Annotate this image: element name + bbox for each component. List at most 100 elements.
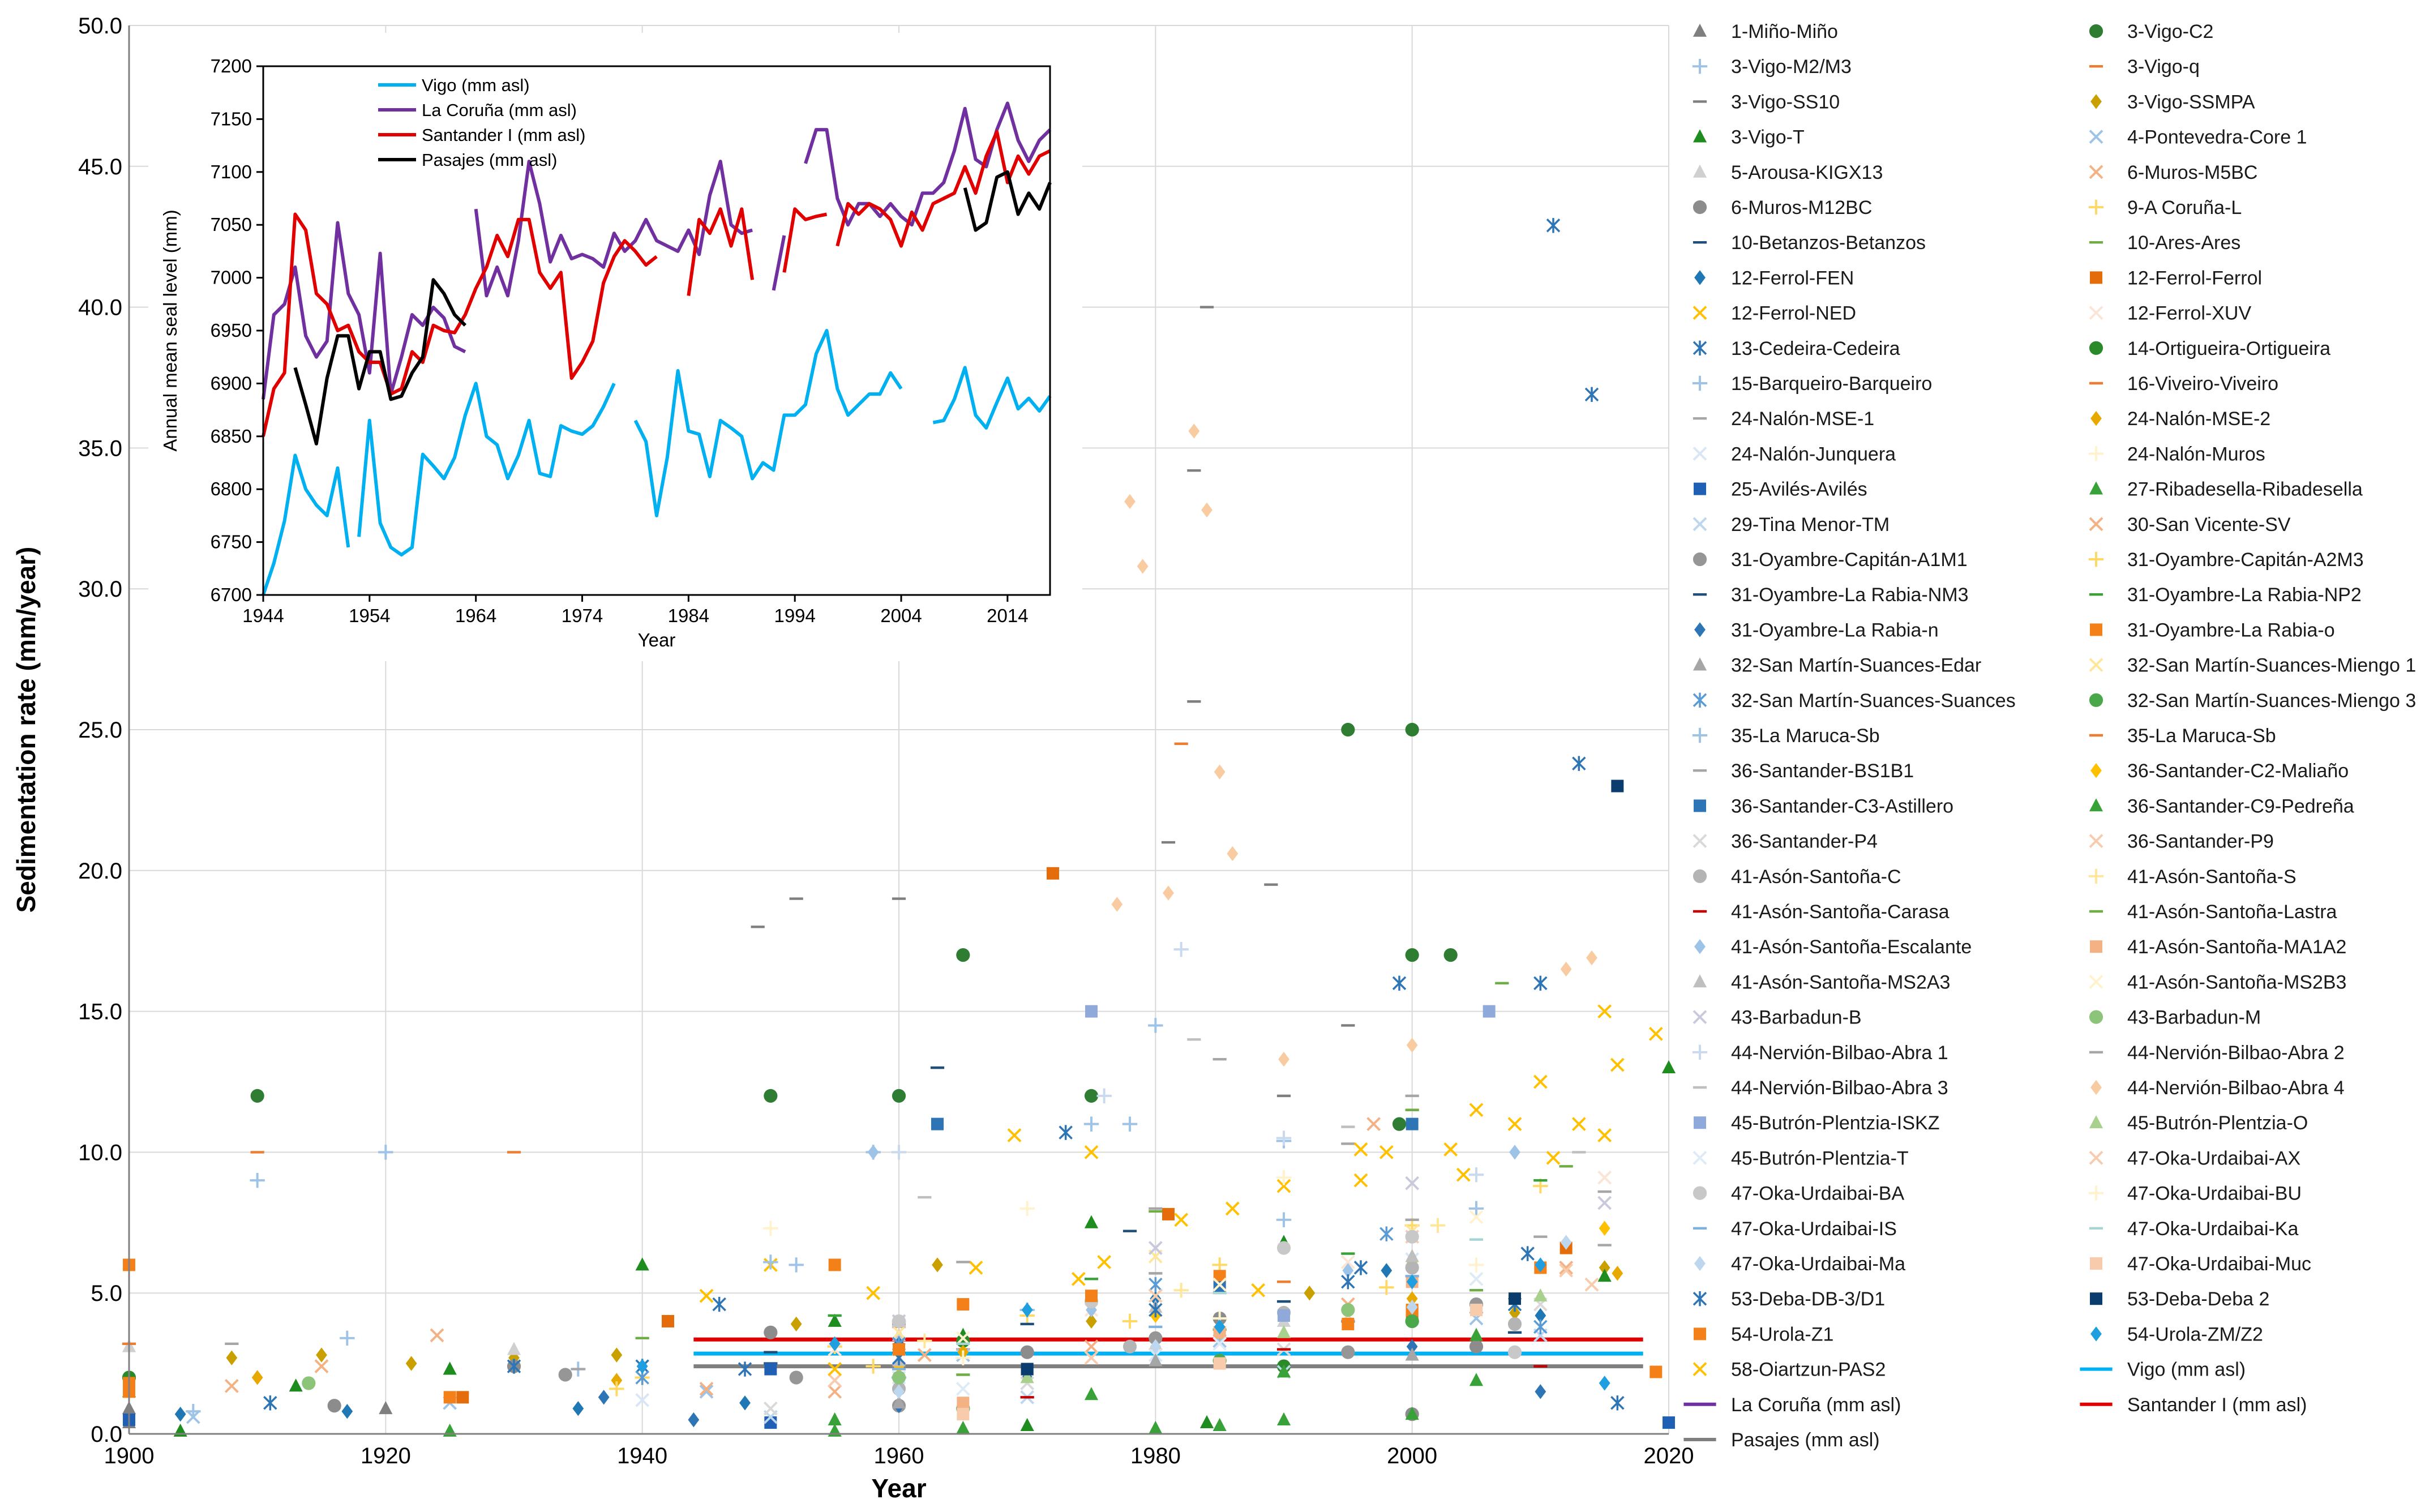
inset-series-pasajes-mm-asl bbox=[293, 170, 1052, 446]
marker-shape bbox=[1213, 1357, 1226, 1370]
data-point bbox=[1468, 1167, 1484, 1183]
data-point bbox=[1097, 1255, 1112, 1269]
marker-shape bbox=[828, 1313, 842, 1327]
marker-shape bbox=[917, 1333, 932, 1348]
legend-item: 44-Nervión-Bilbao-Abra 4 bbox=[2090, 1077, 2345, 1099]
legend-item: 45-Butrón-Plentzia-ISKZ bbox=[1694, 1112, 1940, 1134]
legend-item: 35-La Maruca-Sb bbox=[1692, 725, 1880, 747]
marker-shape bbox=[251, 1370, 263, 1385]
data-point bbox=[892, 1370, 906, 1385]
marker-shape bbox=[1693, 129, 1707, 143]
marker-shape bbox=[1379, 1280, 1394, 1295]
marker-shape bbox=[1507, 1117, 1522, 1132]
marker-shape bbox=[1546, 218, 1561, 233]
data-point bbox=[1648, 1027, 1663, 1041]
series-line-segment bbox=[357, 382, 616, 556]
marker-shape bbox=[2089, 798, 2103, 812]
marker-shape bbox=[2089, 165, 2103, 179]
data-point bbox=[1405, 1176, 1420, 1190]
series-line-segment bbox=[293, 278, 467, 446]
marker-shape bbox=[2088, 551, 2104, 567]
marker-shape bbox=[1693, 164, 1707, 178]
marker-shape bbox=[2089, 481, 2103, 495]
data-point bbox=[1597, 1004, 1612, 1019]
data-point bbox=[1546, 218, 1561, 233]
marker-shape bbox=[1546, 1150, 1561, 1165]
marker-shape bbox=[2090, 94, 2102, 109]
legend-label: La Coruña (mm asl) bbox=[1731, 1394, 1901, 1416]
y-tick-label: 50.0 bbox=[78, 14, 122, 38]
inset-tick-labels: 1944 1954 1964 1974 1984 1994 2004 2014 6700 6750… bbox=[211, 55, 1029, 626]
legend-item: 36-Santander-P4 bbox=[1693, 831, 1878, 853]
marker-shape bbox=[1560, 961, 1572, 977]
marker-shape bbox=[1059, 1125, 1073, 1140]
legend-item: 41-Asón-Santoña-Carasa bbox=[1693, 901, 1950, 923]
data-point bbox=[763, 1220, 778, 1236]
marker-shape bbox=[1599, 1260, 1610, 1275]
data-point bbox=[1124, 494, 1136, 509]
series-53-deba-deba-2 bbox=[1021, 779, 1624, 1376]
data-point bbox=[1227, 846, 1239, 862]
data-point bbox=[1509, 1305, 1520, 1321]
legend-item: 58-Oiartzun-PAS2 bbox=[1693, 1359, 1886, 1381]
marker-shape bbox=[1149, 1277, 1163, 1292]
main-mean-lines bbox=[693, 1337, 1643, 1369]
marker-shape bbox=[1353, 1173, 1368, 1188]
legend-label: 31-Oyambre-La Rabia-NM3 bbox=[1731, 584, 1969, 606]
series-45-butr-n-plentzia-iskz bbox=[1085, 1005, 1496, 1322]
legend-item: 25-Avilés-Avilés bbox=[1694, 479, 1867, 500]
legend-label: 32-San Martín-Suances-Suances bbox=[1731, 690, 2016, 712]
series-44-nervi-n-bilbao-abra-4 bbox=[1111, 423, 1597, 1067]
data-point bbox=[1342, 1263, 1354, 1278]
legend-label: 1-Miño-Miño bbox=[1731, 21, 1838, 42]
marker-shape bbox=[1150, 1291, 1162, 1307]
marker-shape bbox=[1149, 1331, 1163, 1345]
marker-shape bbox=[1469, 1103, 1484, 1117]
marker-shape bbox=[1341, 722, 1355, 737]
marker-shape bbox=[1693, 869, 1707, 883]
data-point bbox=[764, 1363, 777, 1376]
marker-shape bbox=[1276, 1412, 1291, 1426]
marker-shape bbox=[1535, 1384, 1546, 1399]
legend-item: 44-Nervión-Bilbao-Abra 3 bbox=[1693, 1077, 1948, 1099]
data-point bbox=[378, 1145, 393, 1160]
series-44-nervi-n-bilbao-abra-1 bbox=[891, 941, 1484, 1183]
legend-label: 41-Asón-Santoña-MS2B3 bbox=[2127, 971, 2346, 993]
marker-shape bbox=[1084, 1351, 1099, 1365]
data-point bbox=[828, 1313, 842, 1327]
marker-shape bbox=[1086, 1313, 1097, 1329]
legend-marker bbox=[2090, 940, 2102, 953]
legend-label: 24-Nalón-MSE-1 bbox=[1731, 408, 1874, 430]
series-31-oyambre-capit-n-a2m3 bbox=[609, 1280, 1394, 1397]
marker-shape bbox=[957, 1397, 970, 1410]
marker-shape bbox=[1405, 1406, 1419, 1420]
data-point bbox=[699, 1288, 714, 1303]
marker-shape bbox=[829, 1336, 841, 1351]
legend-marker bbox=[1693, 869, 1707, 883]
data-point bbox=[1392, 975, 1407, 991]
data-point bbox=[1405, 1347, 1419, 1361]
legend-marker bbox=[1694, 622, 1706, 637]
x-tick-label: 1920 bbox=[361, 1444, 411, 1468]
data-point bbox=[789, 1370, 803, 1385]
marker-shape bbox=[1559, 1263, 1574, 1278]
marker-shape bbox=[1693, 552, 1707, 567]
legend-label: 4-Pontevedra-Core 1 bbox=[2127, 127, 2307, 148]
marker-shape bbox=[1213, 1281, 1226, 1294]
marker-shape bbox=[789, 1370, 803, 1385]
inset-series-vigo-mm-asl bbox=[262, 329, 1052, 596]
marker-shape bbox=[712, 1296, 726, 1312]
data-point bbox=[828, 1362, 842, 1376]
marker-shape bbox=[1469, 1210, 1484, 1224]
inset-y-tick-label: 7200 bbox=[211, 55, 252, 76]
marker-shape bbox=[1649, 1365, 1663, 1378]
marker-shape bbox=[1188, 423, 1200, 439]
data-point bbox=[558, 1368, 572, 1382]
data-point bbox=[1406, 1117, 1419, 1130]
marker-shape bbox=[828, 1373, 842, 1387]
data-point bbox=[893, 1343, 905, 1356]
data-point bbox=[1509, 1292, 1521, 1305]
legend-label: 31-Oyambre-Capitán-A2M3 bbox=[2127, 549, 2364, 571]
legend-label: 44-Nervión-Bilbao-Abra 4 bbox=[2127, 1077, 2345, 1099]
marker-shape bbox=[867, 1145, 879, 1160]
